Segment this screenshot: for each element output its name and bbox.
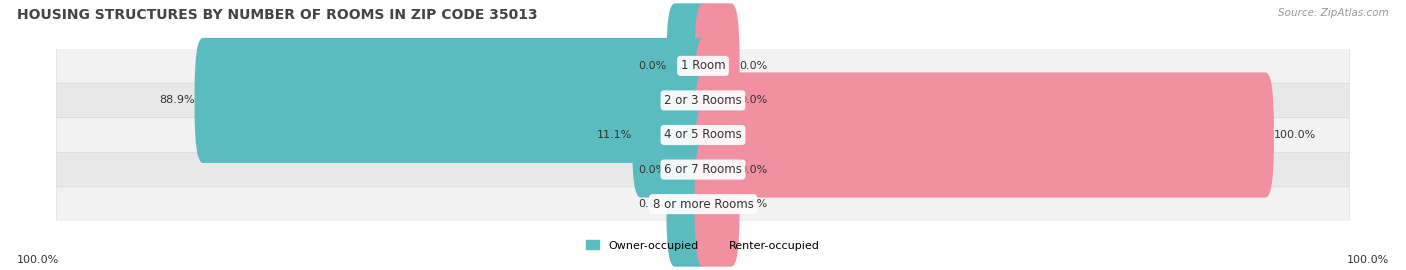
Text: 0.0%: 0.0% <box>740 164 768 175</box>
FancyBboxPatch shape <box>56 83 1350 118</box>
Text: 100.0%: 100.0% <box>1347 255 1389 265</box>
FancyBboxPatch shape <box>695 72 1274 198</box>
Text: 4 or 5 Rooms: 4 or 5 Rooms <box>664 129 742 141</box>
FancyBboxPatch shape <box>56 152 1350 187</box>
FancyBboxPatch shape <box>56 187 1350 221</box>
Text: 100.0%: 100.0% <box>1274 130 1316 140</box>
Text: 6 or 7 Rooms: 6 or 7 Rooms <box>664 163 742 176</box>
Text: 0.0%: 0.0% <box>638 164 666 175</box>
Text: 8 or more Rooms: 8 or more Rooms <box>652 198 754 211</box>
Text: 88.9%: 88.9% <box>159 95 194 106</box>
FancyBboxPatch shape <box>666 3 711 129</box>
Text: 0.0%: 0.0% <box>740 95 768 106</box>
Text: 100.0%: 100.0% <box>17 255 59 265</box>
Text: 1 Room: 1 Room <box>681 59 725 72</box>
Legend: Owner-occupied, Renter-occupied: Owner-occupied, Renter-occupied <box>582 237 824 254</box>
FancyBboxPatch shape <box>194 38 711 163</box>
Text: 11.1%: 11.1% <box>598 130 633 140</box>
Text: HOUSING STRUCTURES BY NUMBER OF ROOMS IN ZIP CODE 35013: HOUSING STRUCTURES BY NUMBER OF ROOMS IN… <box>17 8 537 22</box>
FancyBboxPatch shape <box>666 141 711 267</box>
FancyBboxPatch shape <box>56 49 1350 83</box>
FancyBboxPatch shape <box>56 118 1350 152</box>
FancyBboxPatch shape <box>633 72 711 198</box>
FancyBboxPatch shape <box>695 141 740 267</box>
Text: 0.0%: 0.0% <box>740 199 768 209</box>
Text: 2 or 3 Rooms: 2 or 3 Rooms <box>664 94 742 107</box>
Text: Source: ZipAtlas.com: Source: ZipAtlas.com <box>1278 8 1389 18</box>
FancyBboxPatch shape <box>695 3 740 129</box>
FancyBboxPatch shape <box>666 107 711 232</box>
FancyBboxPatch shape <box>695 107 740 232</box>
FancyBboxPatch shape <box>695 38 740 163</box>
Text: 0.0%: 0.0% <box>638 61 666 71</box>
Text: 0.0%: 0.0% <box>740 61 768 71</box>
Text: 0.0%: 0.0% <box>638 199 666 209</box>
